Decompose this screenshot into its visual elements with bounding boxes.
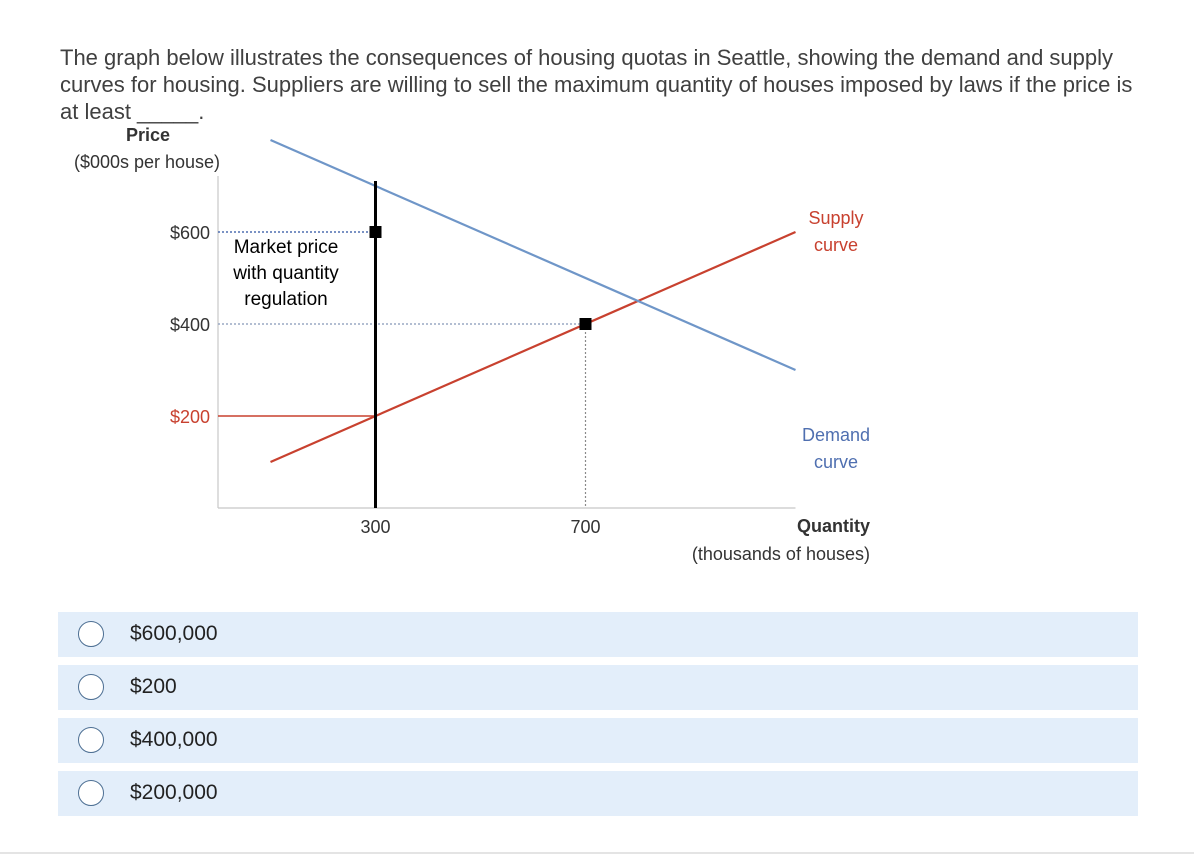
demand-curve-label: curve	[814, 452, 858, 472]
y-axis-title: Price	[126, 125, 170, 145]
demand-curve-label: Demand	[802, 425, 870, 445]
radio-button[interactable]	[78, 674, 104, 700]
y-axis-subtitle: ($000s per house)	[74, 152, 220, 172]
answer-option-4[interactable]: $200,000	[58, 771, 1138, 816]
answer-option-1[interactable]: $600,000	[58, 612, 1138, 657]
radio-button[interactable]	[78, 727, 104, 753]
divider	[0, 852, 1194, 854]
y-tick-label: $200	[170, 407, 210, 427]
radio-button[interactable]	[78, 621, 104, 647]
answer-option-label: $200,000	[130, 781, 218, 804]
demand-curve-line	[270, 138, 796, 372]
question-text: The graph below illustrates the conseque…	[60, 45, 1133, 124]
y-tick-label: $400	[170, 315, 210, 335]
annotation-line: with quantity	[232, 263, 339, 284]
x-axis-subtitle: (thousands of houses)	[692, 544, 870, 564]
annotation-box	[223, 234, 351, 312]
chart: Price ($000s per house) Quantity (thousands…	[74, 125, 870, 564]
annotation-line: regulation	[244, 289, 327, 310]
answer-option-2[interactable]: $200	[58, 665, 1138, 710]
answer-option-3[interactable]: $400,000	[58, 718, 1138, 763]
x-tick-label: 300	[360, 517, 390, 537]
annotation-line: Market price	[234, 237, 339, 258]
point-marker-2	[579, 318, 592, 330]
answer-option-label: $200	[130, 675, 177, 698]
radio-button[interactable]	[78, 780, 104, 806]
supply-curve-line	[270, 230, 796, 464]
answer-options: $600,000 $200 $400,000 $200,000	[58, 612, 1138, 824]
x-axis-title: Quantity	[797, 516, 870, 536]
answer-option-label: $600,000	[130, 622, 218, 645]
supply-curve-label: curve	[814, 235, 858, 255]
point-marker-1	[369, 226, 382, 238]
answer-option-label: $400,000	[130, 728, 218, 751]
y-tick-label: $600	[170, 223, 210, 243]
supply-curve-label: Supply	[808, 208, 863, 228]
supply-demand-chart: Price ($000s per house) Quantity (thousands…	[74, 125, 870, 564]
x-tick-label: 700	[570, 517, 600, 537]
